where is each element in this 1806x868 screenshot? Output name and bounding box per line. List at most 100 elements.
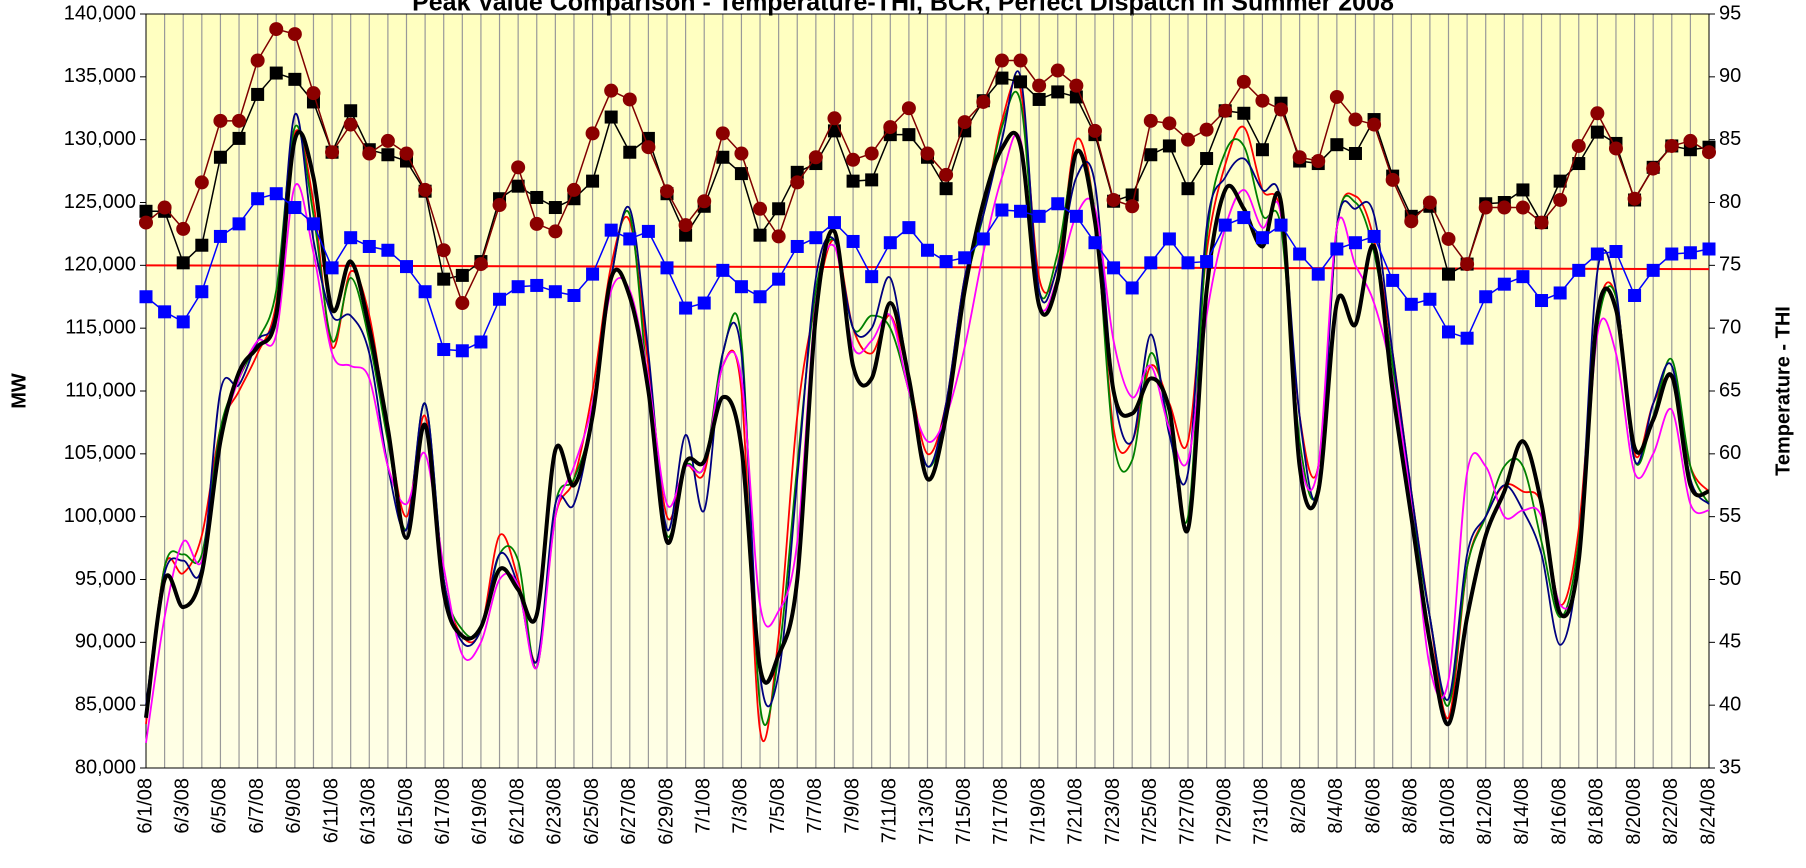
x-tick-label: 7/11/08 [879, 778, 901, 843]
marker [232, 217, 246, 231]
x-tick-label: 7/9/08 [841, 778, 863, 834]
x-tick-label: 6/21/08 [506, 778, 528, 845]
marker [1032, 92, 1046, 106]
marker [1125, 199, 1140, 214]
marker [511, 280, 525, 294]
marker [455, 296, 470, 311]
x-tick-label: 6/23/08 [544, 778, 566, 845]
marker [1590, 106, 1605, 121]
marker [213, 113, 228, 128]
y2-tick-label: 90 [1719, 65, 1741, 87]
marker [492, 198, 507, 213]
marker [269, 66, 283, 80]
marker [939, 255, 953, 269]
y-tick-label: 105,000 [64, 442, 136, 464]
x-tick-label: 7/25/08 [1139, 778, 1161, 845]
x-tick-label: 6/17/08 [432, 778, 454, 845]
marker [474, 335, 488, 349]
y2-tick-label: 95 [1719, 2, 1741, 24]
x-tick-label: 6/27/08 [618, 778, 640, 845]
y-tick-label: 100,000 [64, 505, 136, 527]
marker [957, 115, 972, 130]
marker [325, 145, 340, 160]
y-tick-label: 130,000 [64, 128, 136, 150]
marker [1255, 143, 1269, 157]
marker [1274, 102, 1289, 117]
marker [399, 146, 414, 161]
marker [1032, 78, 1047, 93]
marker [1069, 209, 1083, 223]
marker [1423, 292, 1437, 306]
y2-tick-label: 70 [1719, 316, 1741, 338]
marker [418, 285, 432, 299]
marker [1181, 132, 1195, 147]
marker [1590, 247, 1604, 261]
marker [1125, 281, 1139, 295]
marker [1200, 255, 1214, 269]
marker [381, 243, 395, 257]
marker [455, 268, 469, 282]
series-line [145, 70, 1710, 708]
marker [1478, 200, 1493, 215]
marker [250, 53, 265, 68]
marker [1032, 209, 1046, 223]
marker [343, 117, 358, 132]
y-tick-label: 95,000 [75, 568, 136, 590]
marker [195, 238, 209, 252]
marker [808, 150, 823, 165]
marker [678, 218, 693, 233]
marker [995, 71, 1009, 85]
marker [493, 292, 507, 306]
marker [679, 301, 693, 315]
marker [586, 267, 600, 281]
marker [1572, 157, 1586, 171]
marker [139, 215, 153, 230]
marker [641, 140, 656, 155]
marker [1050, 63, 1065, 78]
marker [1255, 93, 1270, 108]
marker [530, 190, 544, 204]
marker [548, 285, 562, 299]
series-line [144, 130, 1710, 727]
x-tick-label: 7/17/08 [990, 778, 1012, 845]
marker [1051, 85, 1065, 99]
marker [976, 94, 991, 109]
x-tick-label: 8/6/08 [1362, 778, 1384, 834]
marker [548, 224, 563, 239]
marker [1348, 112, 1363, 127]
marker [846, 234, 860, 248]
marker [902, 221, 916, 235]
marker [604, 110, 618, 124]
marker [585, 126, 600, 141]
marker [344, 104, 358, 118]
marker [1144, 256, 1158, 270]
marker [1014, 75, 1028, 89]
marker [1683, 133, 1698, 148]
marker [1330, 242, 1344, 256]
marker [1664, 138, 1679, 153]
marker [1515, 200, 1530, 215]
marker [306, 217, 320, 231]
marker [1087, 123, 1102, 138]
marker [827, 124, 841, 138]
marker [604, 223, 618, 237]
marker [1516, 183, 1530, 197]
marker [195, 285, 209, 299]
marker [1442, 267, 1455, 281]
marker [194, 175, 209, 190]
marker [827, 216, 841, 230]
x-tick-label: 8/8/08 [1400, 778, 1422, 834]
marker [1107, 261, 1121, 275]
marker [511, 179, 525, 193]
x-tick-label: 8/14/08 [1511, 778, 1533, 845]
marker [1497, 277, 1511, 291]
marker [1535, 294, 1549, 308]
marker [1608, 141, 1623, 156]
marker [288, 201, 302, 215]
x-tick-label: 6/1/08 [134, 778, 156, 834]
marker [901, 101, 916, 116]
marker [622, 92, 637, 107]
marker [1460, 331, 1474, 345]
marker [400, 260, 413, 274]
marker [232, 131, 246, 145]
